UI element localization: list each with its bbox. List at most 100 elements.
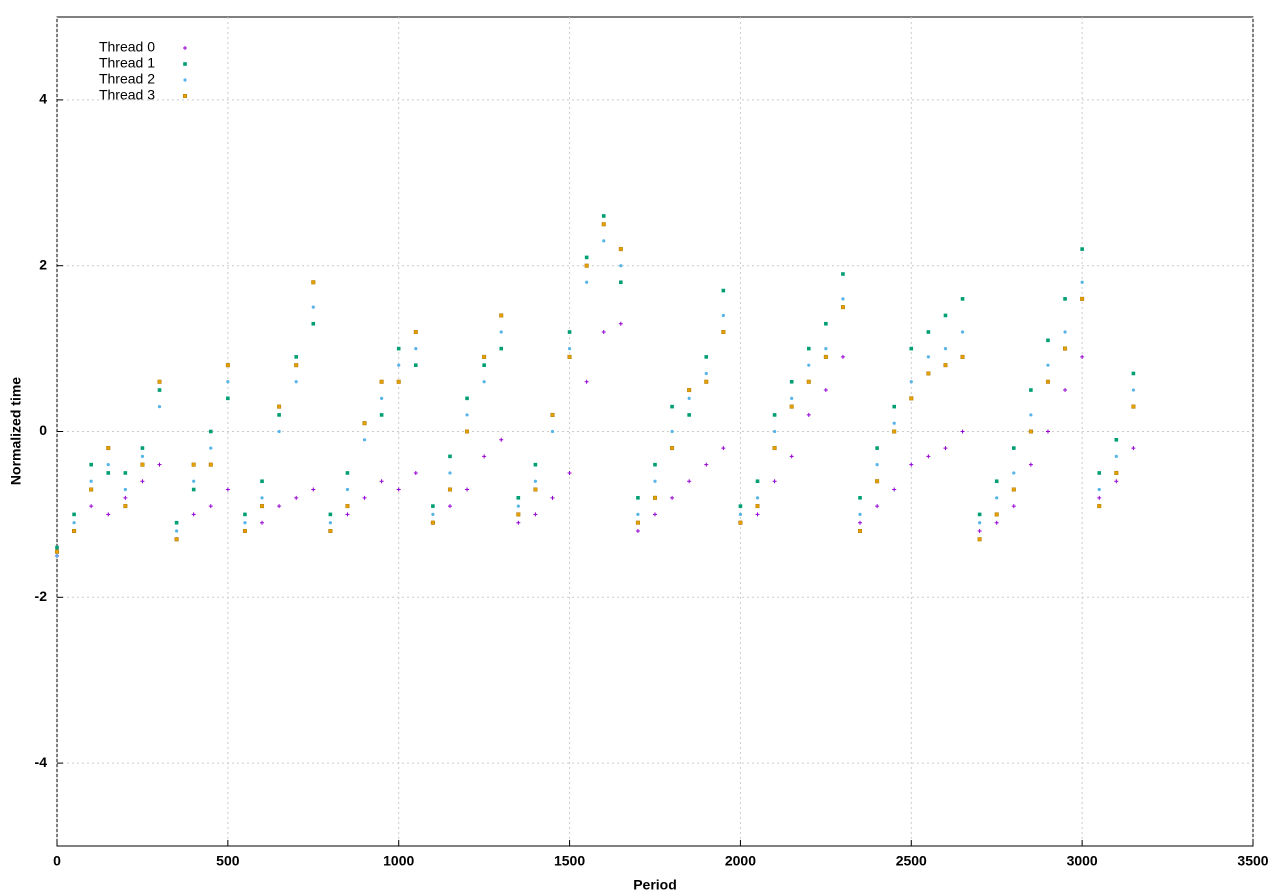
point — [619, 280, 623, 285]
x-axis-label: Period — [633, 877, 677, 893]
point — [1046, 338, 1050, 343]
legend-label: Thread 1 — [99, 55, 155, 71]
x-tick-label: 3000 — [1067, 853, 1098, 869]
legend-marker — [183, 78, 187, 82]
point — [89, 462, 93, 467]
point — [243, 521, 247, 525]
point — [174, 520, 179, 525]
point — [243, 512, 247, 517]
point — [1080, 280, 1084, 284]
point — [1080, 247, 1084, 251]
point — [721, 313, 725, 318]
point — [909, 346, 914, 351]
point — [72, 528, 77, 533]
point — [533, 512, 538, 517]
point — [260, 504, 265, 509]
point — [260, 496, 264, 500]
point — [567, 347, 572, 351]
point — [994, 479, 999, 484]
x-tick-label: 2500 — [896, 853, 927, 869]
point — [328, 521, 332, 525]
point — [1114, 437, 1119, 442]
point — [960, 297, 965, 301]
point — [294, 355, 298, 359]
point — [994, 512, 999, 517]
point — [328, 528, 333, 533]
point — [550, 495, 555, 500]
point — [482, 454, 487, 459]
point — [72, 521, 76, 525]
point — [157, 405, 162, 409]
point — [345, 504, 350, 509]
point — [1080, 354, 1085, 359]
point — [977, 537, 982, 542]
point — [396, 379, 401, 384]
point — [926, 355, 930, 359]
point — [823, 354, 828, 359]
point — [618, 321, 623, 326]
point — [875, 446, 879, 450]
point — [225, 363, 230, 368]
point — [721, 288, 726, 293]
point — [345, 471, 350, 475]
point — [755, 504, 760, 509]
point — [414, 347, 418, 351]
point — [482, 354, 487, 359]
point — [225, 487, 230, 492]
point — [943, 363, 948, 368]
point — [140, 446, 145, 450]
point — [840, 354, 845, 359]
point — [1131, 446, 1136, 451]
point — [1063, 297, 1067, 301]
point — [670, 446, 675, 451]
point — [926, 454, 931, 459]
point — [773, 429, 777, 434]
point — [362, 421, 367, 426]
point — [738, 520, 743, 525]
point — [192, 479, 196, 483]
point — [892, 429, 897, 434]
point — [516, 496, 521, 500]
point — [397, 363, 401, 367]
point — [550, 412, 555, 417]
point — [1114, 470, 1119, 475]
point — [413, 470, 418, 475]
point — [123, 487, 127, 492]
point — [157, 379, 162, 384]
point — [242, 528, 247, 533]
point — [328, 512, 333, 517]
point — [721, 330, 726, 335]
point — [379, 379, 384, 384]
point — [909, 462, 914, 467]
point — [926, 330, 931, 334]
point — [414, 363, 418, 367]
point — [943, 347, 948, 351]
x-tick-label: 0 — [53, 853, 61, 869]
point — [994, 520, 999, 525]
point — [226, 396, 230, 401]
point — [482, 363, 486, 367]
point — [516, 512, 521, 517]
point — [396, 487, 401, 492]
point — [277, 404, 282, 409]
point — [380, 396, 384, 400]
point — [294, 363, 299, 368]
point — [567, 470, 572, 475]
point — [226, 380, 230, 384]
point — [926, 371, 931, 376]
point — [465, 396, 469, 401]
point — [106, 471, 111, 475]
point — [892, 487, 897, 492]
point — [123, 471, 128, 475]
point — [585, 280, 589, 284]
point — [807, 363, 811, 367]
point — [431, 504, 435, 508]
point — [72, 512, 76, 517]
point — [755, 479, 760, 484]
point — [140, 454, 145, 458]
point — [550, 429, 555, 434]
point — [653, 495, 658, 500]
point — [1029, 388, 1033, 392]
point — [619, 264, 623, 268]
